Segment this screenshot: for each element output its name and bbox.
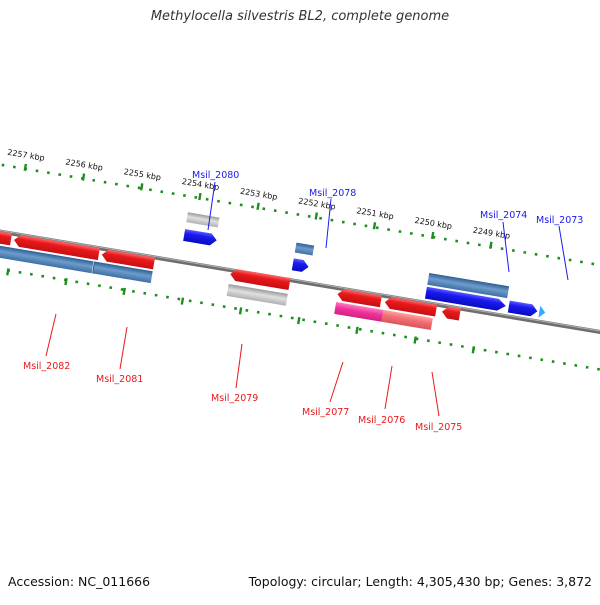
- feature-salmon-msil-2076[interactable]: [381, 309, 433, 331]
- leader-line: [119, 326, 128, 370]
- gene-arrow-msil-2073[interactable]: [507, 300, 539, 318]
- leader-line: [329, 361, 344, 403]
- ruler-label: 2250 kbp: [414, 216, 453, 231]
- ruler-tick: [23, 163, 28, 171]
- accession-label: Accession: NC_011666: [8, 574, 151, 589]
- ruler-tick: [471, 346, 476, 354]
- ruler-upper-labels: 2257 kbp 2256 kbp 2255 kbp 2254 kbp 2253…: [7, 148, 511, 241]
- ruler-tick: [122, 287, 126, 296]
- gene-label-msil-2076[interactable]: Msil_2076: [358, 415, 405, 426]
- feature-grey-msil-2079[interactable]: [226, 284, 288, 306]
- forward-strand-features: [183, 212, 546, 319]
- ruler-label: 2251 kbp: [356, 206, 395, 221]
- ruler-label: 2257 kbp: [7, 148, 46, 163]
- gene-label-msil-2079[interactable]: Msil_2079: [211, 393, 258, 404]
- ruler-label: 2256 kbp: [65, 157, 104, 172]
- gene-label-msil-2074[interactable]: Msil_2074: [480, 210, 527, 221]
- gene-arrow-msil-2081[interactable]: [101, 249, 156, 270]
- leader-line: [502, 221, 510, 273]
- gene-label-msil-2080[interactable]: Msil_2080: [192, 170, 239, 181]
- leader-line: [431, 371, 440, 417]
- leader-line: [235, 343, 243, 389]
- ruler-tick: [81, 173, 86, 181]
- feature-steel-msil-2081[interactable]: [92, 261, 153, 284]
- gene-arrow-msil-2078[interactable]: [291, 258, 310, 272]
- reverse-strand-features: [0, 222, 461, 331]
- feature-divider: [92, 261, 96, 274]
- ruler-tick: [314, 212, 319, 220]
- gene-arrow-msil-2076[interactable]: [384, 296, 438, 317]
- ruler-tick: [64, 277, 68, 286]
- gene-label-msil-2081[interactable]: Msil_2081: [96, 374, 143, 385]
- gene-arrow-msil-2080[interactable]: [183, 229, 218, 246]
- gene-arrow-msil-2079[interactable]: [229, 268, 291, 290]
- ruler-tick: [355, 326, 359, 334]
- feature-steel-msil-2074[interactable]: [427, 272, 510, 299]
- genome-track-group: 2257 kbp 2256 kbp 2255 kbp 2254 kbp 2253…: [0, 146, 600, 380]
- leader-line: [45, 313, 57, 357]
- gene-arrow-msil-2077[interactable]: [336, 288, 382, 308]
- leader-line: [325, 198, 332, 249]
- ruler-tick: [413, 336, 417, 344]
- gene-arrow-small-cyan[interactable]: [538, 305, 546, 319]
- gene-arrow-msil-2075[interactable]: [441, 306, 461, 321]
- gene-arrow-msil-2082[interactable]: [13, 234, 100, 261]
- ruler-tick: [430, 231, 435, 240]
- gene-label-msil-2075[interactable]: Msil_2075: [415, 422, 462, 433]
- feature-grey-upper[interactable]: [186, 212, 220, 228]
- ruler-tick: [180, 297, 185, 305]
- ruler-tick: [198, 192, 202, 201]
- feature-steel-msil-2082[interactable]: [0, 236, 94, 274]
- feature-pink-msil-2077[interactable]: [334, 301, 384, 322]
- leader-line: [384, 365, 393, 410]
- feature-steel-msil-2078[interactable]: [294, 242, 315, 256]
- ruler-tick: [6, 268, 10, 276]
- ruler-upper-major-ticks: [23, 163, 493, 249]
- ruler-tick: [139, 183, 144, 191]
- gene-label-msil-2077[interactable]: Msil_2077: [302, 407, 349, 418]
- ruler-tick: [372, 222, 377, 230]
- gene-arrow-reverse-partial[interactable]: [0, 222, 13, 246]
- forward-gene-labels: Msil_2080 Msil_2078 Msil_2074 Msil_2073: [192, 170, 583, 281]
- ruler-tick: [256, 202, 260, 210]
- genome-summary-label: Topology: circular; Length: 4,305,430 bp…: [248, 574, 592, 589]
- gene-label-msil-2082[interactable]: Msil_2082: [23, 361, 70, 372]
- ruler-lower: [0, 248, 600, 380]
- ruler-tick: [297, 316, 301, 325]
- ruler-label: 2255 kbp: [123, 167, 162, 182]
- gene-label-msil-2073[interactable]: Msil_2073: [536, 215, 583, 226]
- leader-line: [207, 181, 216, 231]
- leader-line: [558, 225, 569, 281]
- map-title: Methylocella silvestris BL2, complete ge…: [150, 9, 450, 24]
- gene-arrow-msil-2074[interactable]: [424, 286, 507, 312]
- ruler-lower-major-ticks: [6, 268, 476, 354]
- gene-label-msil-2078[interactable]: Msil_2078: [309, 188, 356, 199]
- ruler-tick: [238, 307, 243, 315]
- ruler-tick: [489, 241, 493, 249]
- reverse-gene-labels: Msil_2082 Msil_2081 Msil_2079 Msil_2077 …: [23, 313, 462, 433]
- ruler-label: 2253 kbp: [239, 187, 278, 202]
